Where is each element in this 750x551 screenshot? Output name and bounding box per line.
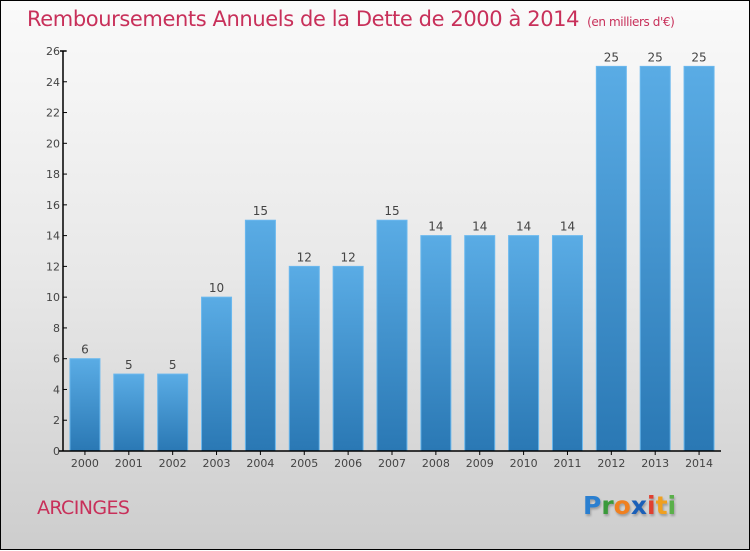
y-tick-label-22: 22 <box>46 107 60 120</box>
bar-2004 <box>244 219 276 452</box>
y-tick-label-14: 14 <box>46 230 60 243</box>
y-tick-label-2: 2 <box>53 414 60 427</box>
bar-2003 <box>201 296 233 452</box>
value-label-2003: 10 <box>209 281 224 295</box>
logo-letter: i <box>667 491 677 520</box>
y-tick-label-24: 24 <box>46 76 60 89</box>
value-label-2001: 5 <box>125 358 133 372</box>
x-axis: 2000 2001 2002 2003 2004 2005 2006 2007 2008 2009… <box>59 450 721 470</box>
value-label-2005: 12 <box>297 250 312 264</box>
proxiti-logo[interactable]: Proxiti <box>583 491 676 520</box>
x-tick-label-2012: 2012 <box>597 457 625 470</box>
value-label-2013: 25 <box>648 50 663 64</box>
commune-name: ARCINGES <box>37 497 130 519</box>
logo-letter: i <box>647 491 656 520</box>
x-tick-label-2006: 2006 <box>334 457 362 470</box>
value-label-2004: 15 <box>253 204 268 218</box>
bar-2001 <box>113 373 145 452</box>
value-label-2006: 12 <box>340 250 355 264</box>
x-tick-label-2004: 2004 <box>246 457 274 470</box>
y-tick-label-4: 4 <box>53 383 60 396</box>
bar-2002 <box>157 373 189 452</box>
value-label-2002: 5 <box>169 358 177 372</box>
y-tick-label-8: 8 <box>53 322 60 335</box>
y-tick-label-6: 6 <box>53 353 60 366</box>
chart-unit: (en milliers d'€) <box>587 15 675 29</box>
logo-letter: r <box>601 491 614 520</box>
logo-letter: x <box>630 491 647 520</box>
value-label-2014: 25 <box>691 50 706 64</box>
bar-2013 <box>639 65 671 452</box>
logo-letter: P <box>583 491 602 520</box>
x-tick-label-2014: 2014 <box>685 457 713 470</box>
x-tick-label-2005: 2005 <box>290 457 318 470</box>
bar-2000 <box>69 358 101 452</box>
y-tick-label-20: 20 <box>46 137 60 150</box>
x-tick-label-2009: 2009 <box>466 457 494 470</box>
x-tick-label-2003: 2003 <box>203 457 231 470</box>
value-label-2008: 14 <box>428 220 443 234</box>
x-tick-label-2010: 2010 <box>510 457 538 470</box>
bar-2008 <box>420 235 452 452</box>
value-label-2009: 14 <box>472 220 487 234</box>
value-label-2000: 6 <box>81 343 89 357</box>
bar-2012 <box>595 65 627 452</box>
bar-2011 <box>551 235 583 452</box>
chart-title-text: Remboursements Annuels de la Dette de 20… <box>27 7 580 31</box>
bar-2010 <box>508 235 540 452</box>
value-label-2010: 14 <box>516 220 531 234</box>
y-tick-label-10: 10 <box>46 291 60 304</box>
y-tick-label-18: 18 <box>46 168 60 181</box>
x-tick-label-2007: 2007 <box>378 457 406 470</box>
bar-2009 <box>464 235 496 452</box>
bar-2007 <box>376 219 408 452</box>
bar-2014 <box>683 65 715 452</box>
y-tick-label-0: 0 <box>53 445 60 458</box>
x-tick-label-2008: 2008 <box>422 457 450 470</box>
logo-letter: o <box>613 491 631 520</box>
logo-letter: t <box>655 491 668 520</box>
x-tick-label-2013: 2013 <box>641 457 669 470</box>
y-tick-label-16: 16 <box>46 199 60 212</box>
bar-2005 <box>288 265 320 452</box>
value-label-2007: 15 <box>384 204 399 218</box>
x-tick-label-2001: 2001 <box>115 457 143 470</box>
value-label-2012: 25 <box>604 50 619 64</box>
x-tick-label-2000: 2000 <box>71 457 99 470</box>
x-tick-label-2011: 2011 <box>553 457 581 470</box>
x-tick-label-2002: 2002 <box>159 457 187 470</box>
chart-title: Remboursements Annuels de la Dette de 20… <box>27 7 675 31</box>
y-tick-label-12: 12 <box>46 260 60 273</box>
bar-2006 <box>332 265 364 452</box>
y-tick-label-26: 26 <box>46 45 60 58</box>
bars-group: 6 5 5 10 15 12 12 15 14 14 14 14 25 25 25 <box>69 50 715 452</box>
value-label-2011: 14 <box>560 220 575 234</box>
